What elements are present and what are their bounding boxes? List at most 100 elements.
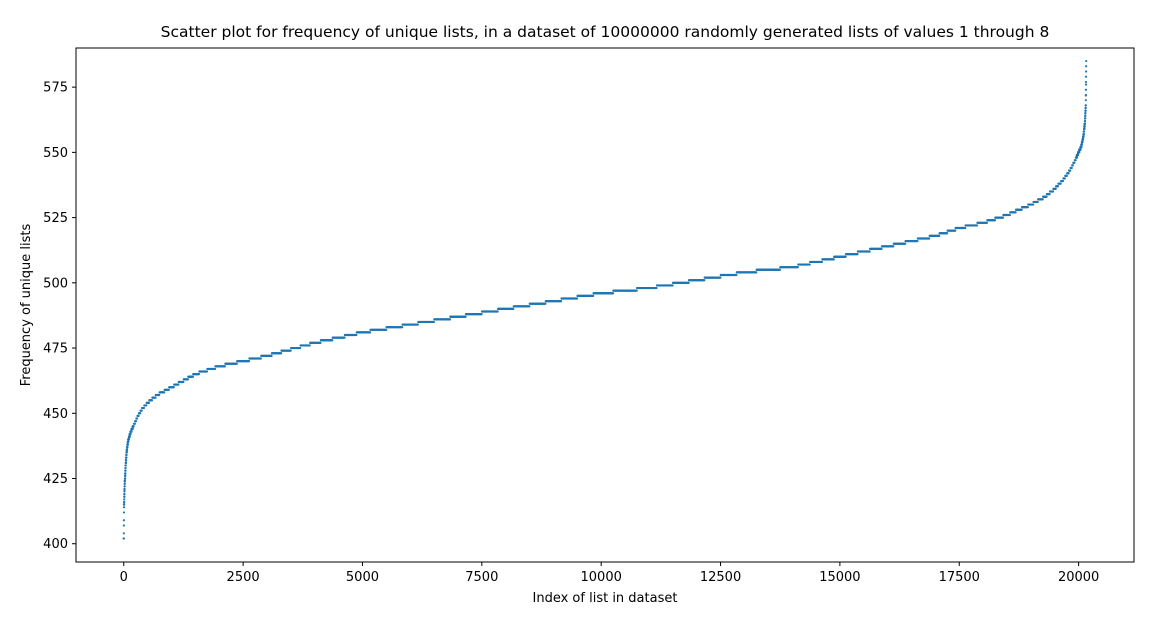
data-point: [369, 331, 372, 334]
data-point: [1084, 99, 1087, 102]
data-point: [1075, 156, 1078, 159]
data-point: [1084, 109, 1087, 112]
data-point: [635, 289, 638, 292]
data-point: [122, 503, 126, 506]
data-point: [928, 237, 931, 240]
data-point: [247, 360, 251, 363]
data-point: [1048, 193, 1051, 196]
data-point: [1079, 148, 1082, 151]
data-point: [140, 409, 143, 412]
data-point: [1065, 174, 1068, 177]
data-point: [124, 461, 127, 464]
data-point: [1078, 151, 1081, 154]
data-point: [126, 443, 129, 446]
data-point: [1081, 140, 1084, 144]
data-point: [432, 320, 435, 324]
data-point: [191, 375, 194, 378]
data-point: [1067, 172, 1070, 175]
data-point: [122, 537, 125, 540]
data-point: [703, 279, 706, 282]
data-point: [1082, 130, 1086, 133]
data-point: [124, 459, 128, 462]
chart-title: Scatter plot for frequency of unique lis…: [161, 23, 1050, 41]
data-point: [719, 276, 722, 279]
data-point: [299, 346, 302, 350]
data-point: [808, 263, 811, 266]
data-point: [127, 440, 130, 444]
data-point: [308, 344, 311, 347]
data-point: [655, 286, 658, 290]
data-point: [122, 511, 126, 514]
data-point: [832, 258, 835, 261]
data-point: [480, 313, 483, 316]
data-point: [150, 399, 154, 402]
data-point: [401, 326, 404, 329]
data-point: [1054, 187, 1057, 190]
data-point: [134, 420, 138, 423]
data-point: [1032, 203, 1035, 206]
data-point: [1080, 143, 1083, 146]
x-tick-label: 2500: [227, 570, 260, 585]
data-point: [1073, 161, 1076, 164]
data-point: [130, 430, 133, 433]
data-point: [122, 519, 125, 522]
data-point: [1085, 59, 1088, 63]
x-axis-label: Index of list in dataset: [533, 591, 678, 606]
data-point: [496, 310, 499, 313]
plot-frame: [75, 47, 1135, 563]
data-point: [125, 453, 128, 457]
data-point: [126, 446, 129, 449]
data-point: [544, 302, 547, 305]
data-point: [687, 281, 690, 284]
y-axis-label: Frequency of unique lists: [19, 224, 34, 387]
data-point: [1063, 177, 1066, 180]
data-point: [123, 498, 126, 501]
data-point: [259, 357, 262, 360]
data-point: [1026, 206, 1029, 209]
data-point: [331, 339, 334, 342]
data-point: [1069, 169, 1072, 172]
y-tick-label: 400: [43, 537, 68, 552]
data-point: [1080, 146, 1083, 149]
data-point: [844, 255, 847, 258]
x-tick-label: 7500: [465, 570, 498, 585]
data-point: [528, 305, 531, 308]
data-point: [123, 487, 126, 491]
data-point: [1084, 106, 1087, 110]
y-tick-label: 550: [43, 146, 68, 161]
data-point: [512, 307, 515, 311]
data-point: [1071, 164, 1074, 167]
data-point: [1084, 112, 1087, 115]
data-point: [289, 349, 292, 352]
data-point: [880, 247, 883, 250]
data-point: [136, 417, 139, 420]
data-point: [1081, 138, 1085, 141]
data-point: [1084, 88, 1088, 91]
data-point: [735, 273, 738, 277]
data-point: [416, 323, 419, 326]
data-point: [124, 464, 127, 467]
data-point: [122, 524, 125, 527]
data-point: [124, 466, 127, 470]
data-point: [1084, 93, 1087, 97]
data-point: [1036, 200, 1039, 204]
data-point: [270, 354, 273, 357]
data-point: [158, 393, 161, 397]
data-point: [123, 500, 126, 504]
data-point: [154, 396, 157, 399]
data-points: [122, 59, 1088, 540]
data-point: [671, 284, 674, 287]
data-point: [904, 242, 907, 245]
data-point: [1059, 182, 1062, 185]
data-point: [1083, 119, 1087, 123]
data-point: [124, 469, 127, 472]
data-point: [213, 367, 217, 371]
data-point: [1084, 117, 1087, 120]
y-tick-label: 500: [43, 276, 68, 291]
data-point: [1056, 185, 1060, 188]
data-point: [448, 318, 452, 321]
data-point: [167, 388, 170, 391]
data-point: [123, 495, 126, 498]
data-point: [1014, 211, 1017, 214]
